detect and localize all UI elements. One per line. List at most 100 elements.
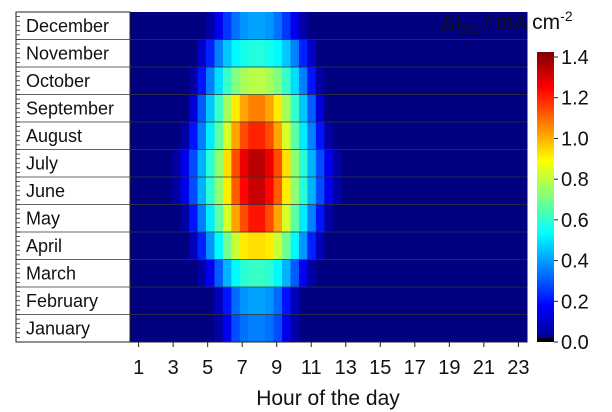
heatmap-cell <box>146 39 156 68</box>
heatmap-cell <box>493 12 503 40</box>
heatmap-cell <box>248 67 258 95</box>
heatmap-cell <box>138 39 148 68</box>
heatmap-cell <box>391 122 401 150</box>
heatmap-cell <box>425 204 435 233</box>
month-label: August <box>26 126 82 146</box>
heatmap-cell <box>239 177 249 205</box>
heatmap-cell <box>180 67 190 95</box>
heatmap-cell <box>518 177 528 205</box>
heatmap-cell <box>189 94 199 123</box>
heatmap-cell <box>383 204 393 233</box>
heatmap-cell <box>476 259 486 288</box>
heatmap-cell <box>273 122 283 150</box>
heatmap-cell <box>197 232 207 260</box>
heatmap-cell <box>400 287 410 315</box>
heatmap-cell <box>307 287 317 315</box>
heatmap-cell <box>358 204 368 233</box>
heatmap-cell <box>400 12 410 40</box>
heatmap-cell <box>130 314 139 343</box>
heatmap-cell <box>493 67 503 95</box>
heatmap-cell <box>510 149 520 178</box>
heatmap-cell <box>358 12 368 40</box>
heatmap-cell <box>366 94 376 123</box>
heatmap-cell <box>450 232 460 260</box>
colorbar <box>537 52 554 342</box>
heatmap-cell <box>231 177 241 205</box>
month-grid <box>15 11 527 343</box>
heatmap-cell <box>349 259 359 288</box>
heatmap-cell <box>434 287 444 315</box>
month-label: November <box>26 43 109 63</box>
heatmap-cell <box>189 204 199 233</box>
heatmap-cell <box>341 39 351 68</box>
heatmap-cell <box>172 287 182 315</box>
x-tick-label: 9 <box>271 357 282 379</box>
heatmap-cell <box>442 287 452 315</box>
x-tick-label: 5 <box>202 357 213 379</box>
heatmap-cell <box>358 67 368 95</box>
heatmap-cell <box>282 287 291 315</box>
heatmap-cell <box>239 314 249 343</box>
heatmap-cell <box>484 94 494 123</box>
heatmap-cell <box>180 204 190 233</box>
heatmap-cell <box>138 67 148 95</box>
heatmap-cell <box>163 314 173 343</box>
heatmap-cell <box>231 204 241 233</box>
heatmap-cell <box>290 39 300 68</box>
heatmap-cell <box>467 122 477 150</box>
heatmap-cell <box>425 177 435 205</box>
heatmap-cell <box>358 94 368 123</box>
heatmap-cell <box>450 67 460 95</box>
heatmap-cell <box>467 204 477 233</box>
heatmap-cell <box>239 204 249 233</box>
heatmap-cell <box>358 232 368 260</box>
heatmap-cell <box>467 149 477 178</box>
heatmap-cell <box>493 39 503 68</box>
heatmap-cell <box>282 314 291 343</box>
heatmap-cell <box>315 314 325 343</box>
heatmap-cell <box>450 177 460 205</box>
heatmap-cell <box>163 232 173 260</box>
heatmap-cell <box>265 12 275 40</box>
heatmap-cell <box>206 287 215 315</box>
heatmap-cell <box>172 314 182 343</box>
heatmap-cell <box>290 177 300 205</box>
heatmap-cell <box>180 259 190 288</box>
heatmap-cell <box>265 259 275 288</box>
heatmap-cell <box>391 149 401 178</box>
heatmap-cell <box>146 149 156 178</box>
heatmap-cell <box>273 12 283 40</box>
heatmap-cell <box>256 314 266 343</box>
heatmap-cell <box>265 204 275 233</box>
heatmap-cell <box>391 259 401 288</box>
heatmap-cell <box>239 149 249 178</box>
heatmap-cell <box>273 94 283 123</box>
heatmap-cell <box>518 39 528 68</box>
heatmap-cell <box>189 149 199 178</box>
heatmap-cell <box>459 287 469 315</box>
heatmap-cell <box>400 39 410 68</box>
heatmap-cell <box>282 177 291 205</box>
heatmap-cell <box>324 67 334 95</box>
heatmap-cell <box>290 204 300 233</box>
heatmap-cell <box>476 122 486 150</box>
heatmap-cell <box>146 67 156 95</box>
heatmap-cell <box>459 122 469 150</box>
heatmap-cell <box>155 149 165 178</box>
heatmap-cell <box>155 314 165 343</box>
heatmap-cell <box>189 177 199 205</box>
heatmap-cell <box>374 177 384 205</box>
heatmap-cell <box>231 287 241 315</box>
heatmap-cell <box>163 94 173 123</box>
heatmap-cell <box>307 122 317 150</box>
heatmap-cell <box>197 259 207 288</box>
heatmap-cell <box>172 177 182 205</box>
heatmap-cell <box>417 67 427 95</box>
heatmap-cell <box>180 122 190 150</box>
colorbar-ticks: 1.4 1.2 1.0 0.8 0.6 0.4 0.2 0.0 <box>554 47 589 354</box>
x-tick-label: 1 <box>133 357 144 379</box>
heatmap-cell <box>434 122 444 150</box>
heatmap-cell <box>163 39 173 68</box>
heatmap-cell <box>265 287 275 315</box>
heatmap-cell <box>155 12 165 40</box>
